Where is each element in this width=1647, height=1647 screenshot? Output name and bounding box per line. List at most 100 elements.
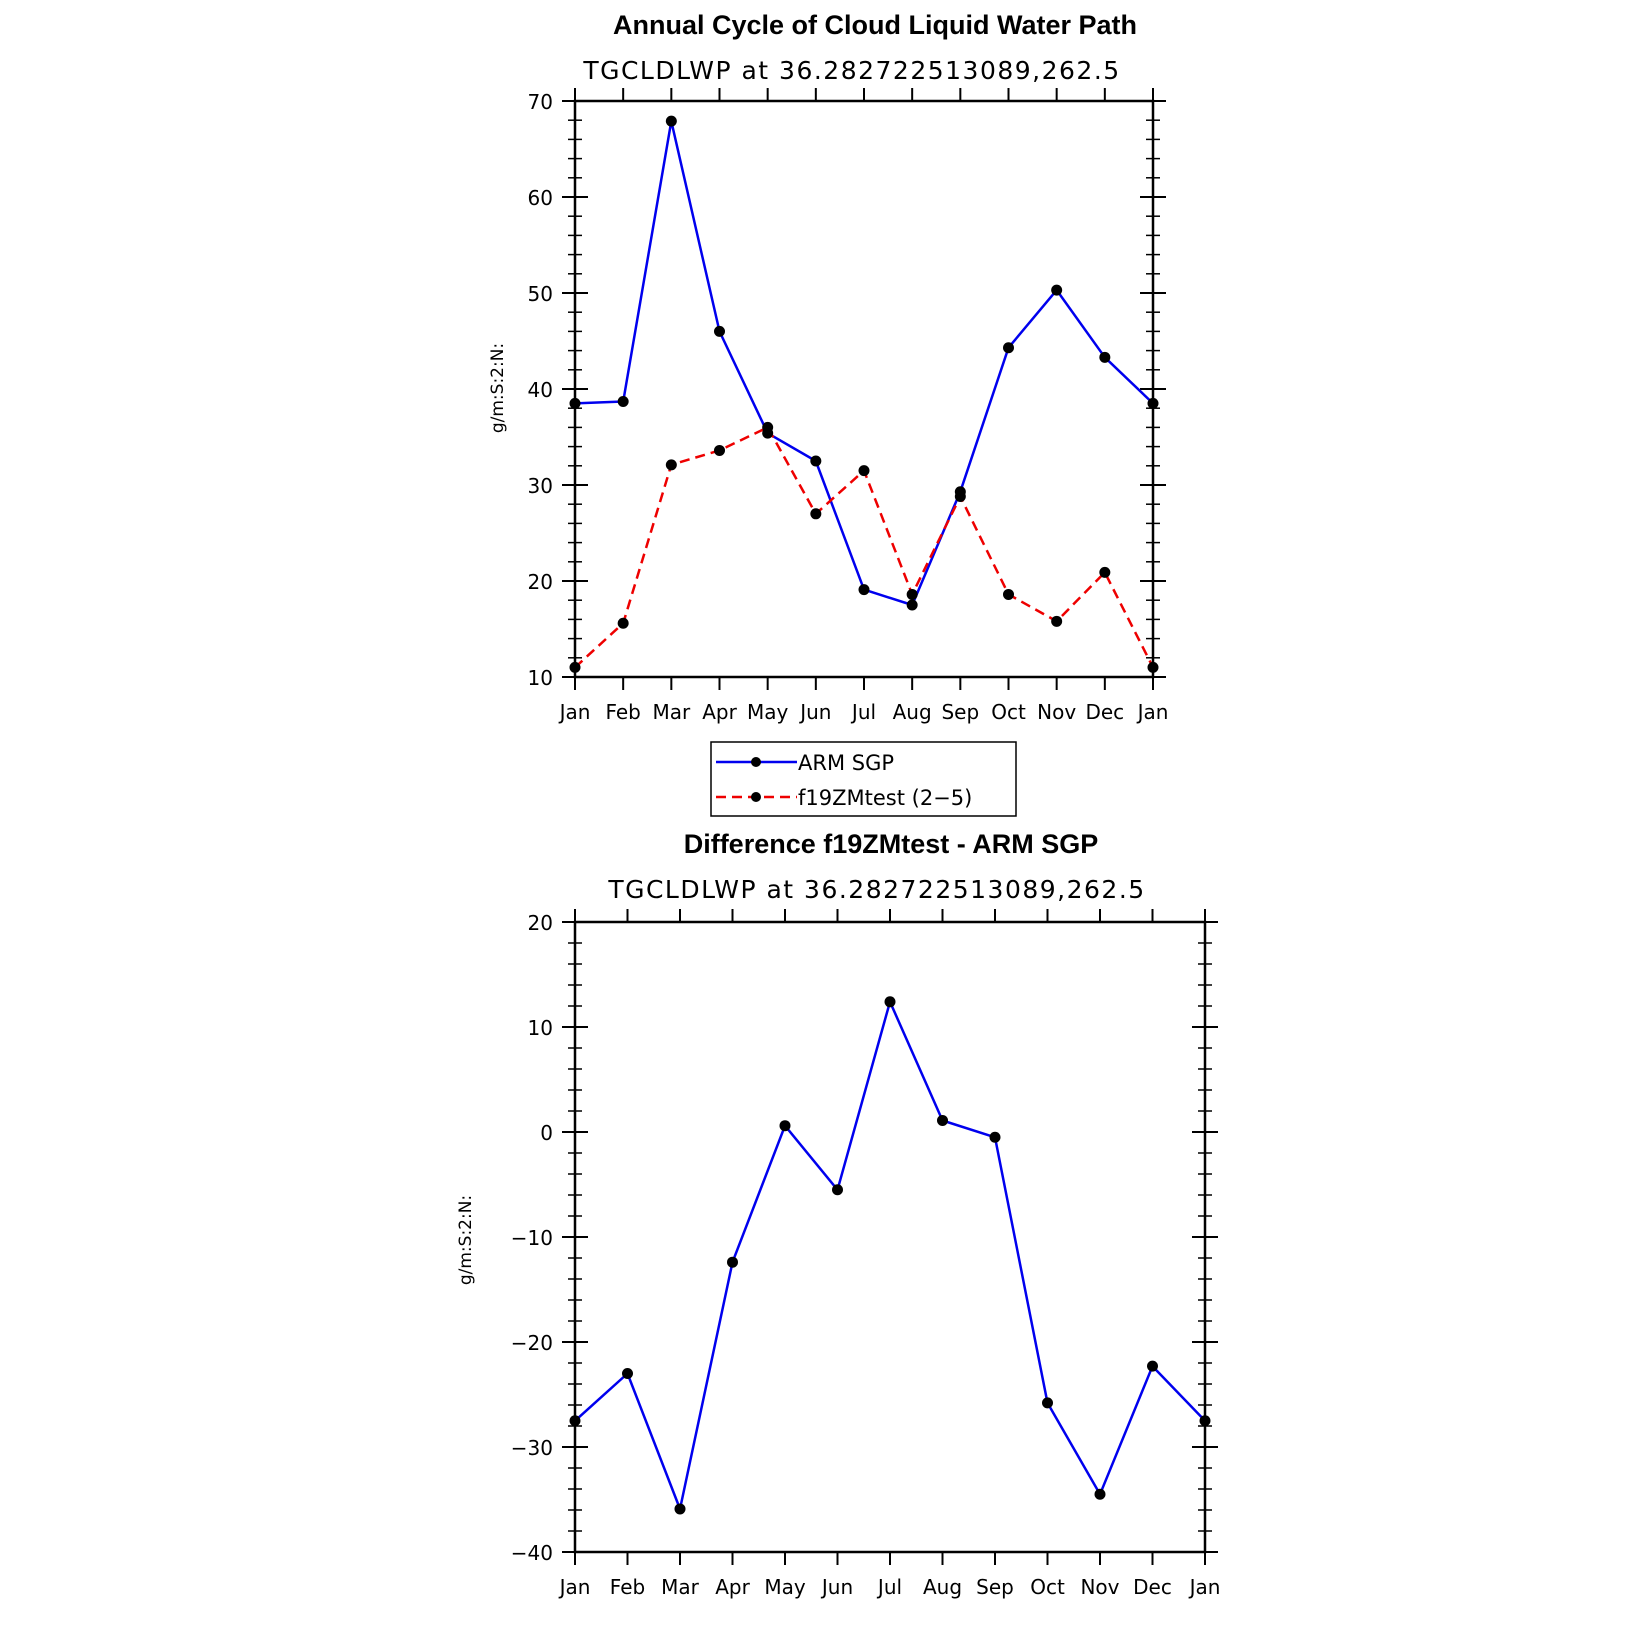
chart-subtitle: TGCLDLWP at 36.282722513089,262.5	[582, 56, 1120, 85]
x-tick-label: Jan	[558, 700, 591, 724]
y-axis-label: g/m:S:2:N:	[488, 343, 508, 433]
y-tick-label: 70	[528, 90, 553, 114]
data-point-series-0	[989, 1131, 1001, 1143]
data-point-series-1	[1051, 615, 1063, 627]
data-point-series-0	[858, 584, 870, 596]
data-point-series-0	[569, 397, 581, 409]
data-point-series-0	[569, 1415, 581, 1427]
y-tick-label: 0	[540, 1121, 553, 1145]
series-line-0	[574, 119, 1154, 607]
legend: ARM SGP f19ZMtest (2−5)	[710, 741, 1017, 817]
data-point-series-0	[832, 1184, 843, 1196]
legend-label-f19zmtest: f19ZMtest (2−5)	[798, 786, 972, 810]
x-tick-label: Sep	[976, 1575, 1014, 1599]
chart-annual-cycle: Annual Cycle of Cloud Liquid Water Path …	[488, 10, 1168, 724]
data-point-series-1	[1147, 661, 1159, 673]
y-tick-label: −30	[511, 1436, 553, 1460]
y-tick-label: 60	[528, 186, 553, 210]
data-point-series-0	[617, 395, 629, 407]
chart-title: Difference f19ZMtest - ARM SGP	[684, 829, 1099, 859]
x-tick-label: Apr	[702, 700, 737, 724]
data-point-series-0	[1051, 284, 1063, 296]
x-tick-label: Sep	[941, 700, 979, 724]
chart-difference: Difference f19ZMtest - ARM SGP TGCLDLWP …	[456, 829, 1220, 1599]
x-tick-label: Oct	[1030, 1575, 1065, 1599]
x-tick-label: Mar	[652, 700, 691, 724]
y-axis-label: g/m:S:2:N:	[456, 1195, 476, 1285]
data-point-series-0	[884, 996, 896, 1008]
legend-label-arm-sgp: ARM SGP	[798, 751, 894, 775]
legend-marker-f19zmtest	[751, 792, 761, 802]
chart-title: Annual Cycle of Cloud Liquid Water Path	[613, 10, 1137, 40]
data-point-series-0	[1099, 351, 1111, 363]
data-point-series-0	[714, 325, 725, 337]
series-line-0	[574, 1000, 1206, 1511]
data-point-series-0	[1003, 342, 1014, 354]
data-point-series-0	[665, 115, 677, 127]
data-point-series-0	[937, 1114, 948, 1126]
data-point-series-0	[1094, 1488, 1106, 1500]
x-tick-label: Aug	[923, 1575, 962, 1599]
data-point-series-1	[906, 588, 918, 600]
x-tick-label: Aug	[893, 700, 932, 724]
x-tick-label: Feb	[610, 1575, 645, 1599]
data-point-series-0	[1199, 1415, 1211, 1427]
axis-ticks	[562, 88, 1166, 690]
data-point-series-0	[906, 599, 918, 611]
data-point-series-1	[762, 421, 774, 433]
x-tick-label: Jul	[876, 1575, 902, 1599]
y-tick-label: 10	[528, 1016, 553, 1040]
y-tick-label: −40	[511, 1541, 553, 1565]
y-tick-label: 20	[528, 911, 553, 935]
data-point-series-1	[954, 491, 966, 503]
x-tick-labels: Jan Feb Mar Apr May Jun Jul Aug Sep Oct Nov Dec Jan	[558, 700, 1169, 724]
y-tick-label: 40	[528, 378, 553, 402]
y-tick-label: 50	[528, 282, 553, 306]
data-point-series-1	[858, 465, 870, 477]
x-tick-label: Jan	[1188, 1575, 1221, 1599]
series-layer	[569, 115, 1159, 673]
x-tick-label: Jan	[1136, 700, 1169, 724]
data-point-series-1	[810, 508, 822, 520]
series-line-1	[574, 426, 1155, 669]
data-point-series-1	[1003, 588, 1014, 600]
data-point-series-0	[622, 1368, 633, 1379]
x-tick-label: May	[747, 700, 789, 724]
x-tick-label: Dec	[1133, 1575, 1172, 1599]
x-tick-label: Dec	[1085, 700, 1124, 724]
legend-box	[710, 741, 1017, 817]
y-tick-label: −10	[511, 1226, 553, 1250]
legend-marker-arm-sgp	[751, 757, 761, 767]
series-layer	[569, 996, 1211, 1515]
x-tick-label: Oct	[991, 700, 1026, 724]
data-point-series-0	[674, 1503, 686, 1515]
data-point-series-1	[714, 444, 725, 456]
x-tick-label: Jun	[798, 700, 831, 724]
data-point-series-1	[1099, 566, 1111, 578]
x-tick-label: Feb	[605, 700, 640, 724]
y-tick-labels: 10 20 30 40 50 60 70	[528, 90, 553, 690]
data-point-series-0	[727, 1256, 738, 1268]
x-tick-label: Apr	[715, 1575, 750, 1599]
data-point-series-1	[617, 617, 629, 629]
y-tick-labels: −40 −30 −20 −10 0 10 20	[511, 911, 553, 1565]
data-point-series-0	[1147, 397, 1159, 409]
x-tick-label: May	[764, 1575, 806, 1599]
x-tick-label: Jul	[850, 700, 876, 724]
y-tick-label: 30	[528, 474, 553, 498]
chart-subtitle: TGCLDLWP at 36.282722513089,262.5	[607, 875, 1145, 904]
data-point-series-1	[665, 459, 677, 471]
data-point-series-1	[569, 661, 581, 673]
plot-frame	[573, 920, 1207, 1554]
y-tick-label: −20	[511, 1331, 553, 1355]
x-tick-labels: Jan Feb Mar Apr May Jun Jul Aug Sep Oct Nov Dec Jan	[558, 1575, 1221, 1599]
axis-ticks	[562, 909, 1218, 1565]
data-point-series-0	[779, 1120, 791, 1132]
data-point-series-0	[810, 455, 822, 467]
x-tick-label: Jun	[820, 1575, 853, 1599]
y-tick-label: 10	[528, 666, 553, 690]
data-point-series-0	[1147, 1360, 1158, 1372]
x-tick-label: Nov	[1037, 700, 1076, 724]
data-point-series-0	[1042, 1397, 1053, 1409]
